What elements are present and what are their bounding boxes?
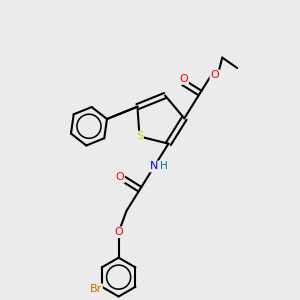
Text: H: H bbox=[160, 161, 168, 171]
Text: S: S bbox=[136, 131, 143, 142]
Text: O: O bbox=[115, 172, 124, 182]
Text: O: O bbox=[210, 70, 219, 80]
Text: O: O bbox=[179, 74, 188, 84]
Text: O: O bbox=[114, 227, 123, 237]
Text: N: N bbox=[150, 161, 158, 172]
Text: Br: Br bbox=[90, 284, 102, 294]
